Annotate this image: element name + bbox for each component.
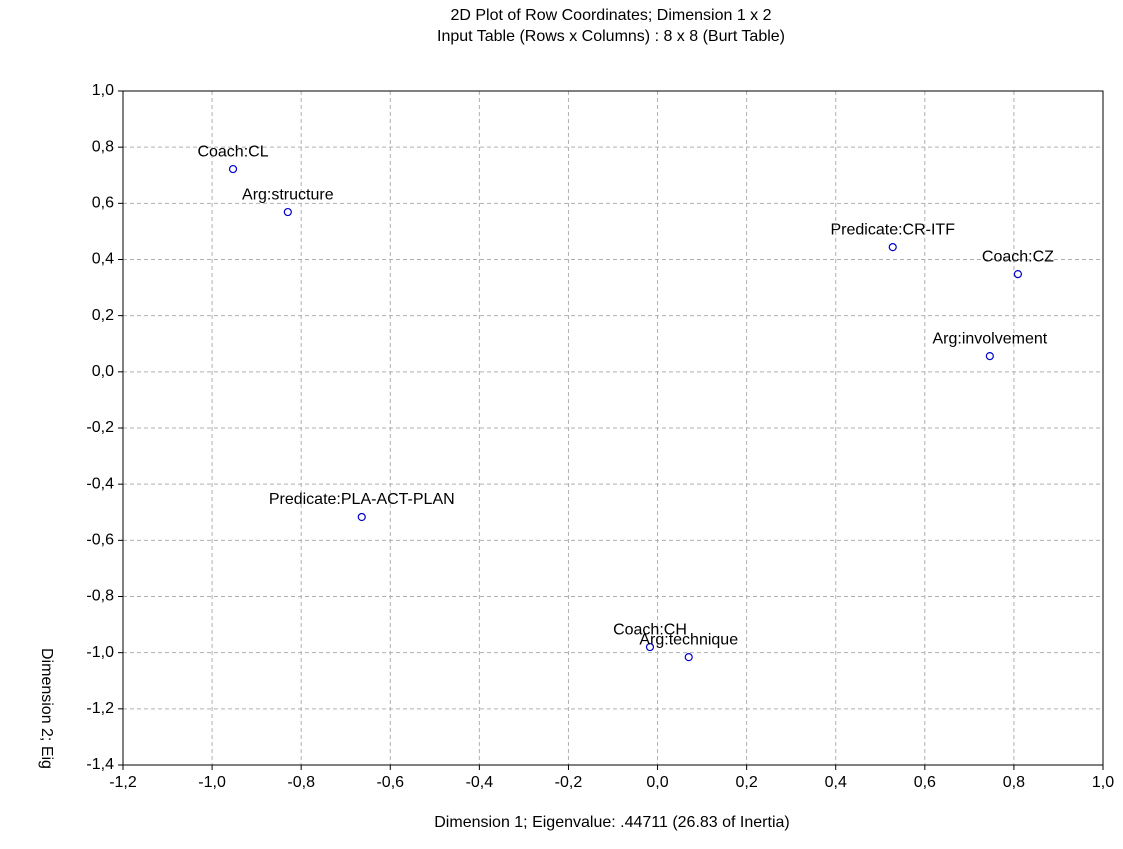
point-label: Coach:CH <box>613 621 687 638</box>
point <box>228 164 238 174</box>
point-label: Coach:CL <box>197 143 268 160</box>
y-tick-label: 0,0 <box>92 363 114 380</box>
x-tick-label: 0,0 <box>646 774 668 791</box>
plot-frame <box>122 90 1104 766</box>
y-tick-label: 0,2 <box>92 307 114 324</box>
point <box>1013 270 1023 279</box>
point-label: Predicate:PLA-ACT-PLAN <box>269 491 455 508</box>
y-tick-label: -0,6 <box>86 532 114 549</box>
chart-subtitle: Input Table (Rows x Columns) : 8 x 8 (Bu… <box>437 28 785 45</box>
point <box>283 207 292 217</box>
point <box>888 243 897 252</box>
point <box>645 642 655 652</box>
y-tick-label: -1,4 <box>86 756 114 773</box>
point-label: Arg:structure <box>242 186 334 203</box>
point-label: Predicate:CR-ITF <box>831 221 956 238</box>
point <box>985 352 994 361</box>
y-tick-label: -0,2 <box>86 419 114 436</box>
x-tick-label: -0,6 <box>376 774 404 791</box>
point <box>357 512 366 522</box>
y-tick-label: 1,0 <box>92 82 114 99</box>
y-tick-label: -1,2 <box>86 700 114 717</box>
x-tick-label: 0,4 <box>825 774 847 791</box>
y-tick-label: -0,8 <box>86 588 114 605</box>
y-tick-label: 0,8 <box>92 138 114 155</box>
point-label: Arg:involvement <box>932 330 1047 347</box>
y-tick-label: -1,0 <box>86 644 114 661</box>
x-tick-label: 0,8 <box>1003 774 1025 791</box>
x-tick-label: 0,6 <box>914 774 936 791</box>
y-tick-label: 0,6 <box>92 195 114 212</box>
x-tick-label: -1,0 <box>198 774 226 791</box>
x-tick-label: -0,4 <box>466 774 494 791</box>
x-tick-label: -0,8 <box>287 774 315 791</box>
x-tick-label: -0,2 <box>555 774 583 791</box>
y-tick-label: -0,4 <box>86 475 114 492</box>
y-tick-label: 0,4 <box>92 251 114 268</box>
x-tick-label: 1,0 <box>1092 774 1114 791</box>
point <box>684 653 693 662</box>
x-axis-label: Dimension 1; Eigenvalue: .44711 (26.83 o… <box>434 814 789 831</box>
y-axis-label: Dimension 2; Eig <box>38 648 55 769</box>
x-tick-label: 0,2 <box>736 774 758 791</box>
x-tick-label: -1,2 <box>109 774 137 791</box>
chart-title: 2D Plot of Row Coordinates; Dimension 1 … <box>450 7 771 24</box>
point-label: Coach:CZ <box>982 248 1054 265</box>
point-label: Arg:technique <box>639 631 738 648</box>
